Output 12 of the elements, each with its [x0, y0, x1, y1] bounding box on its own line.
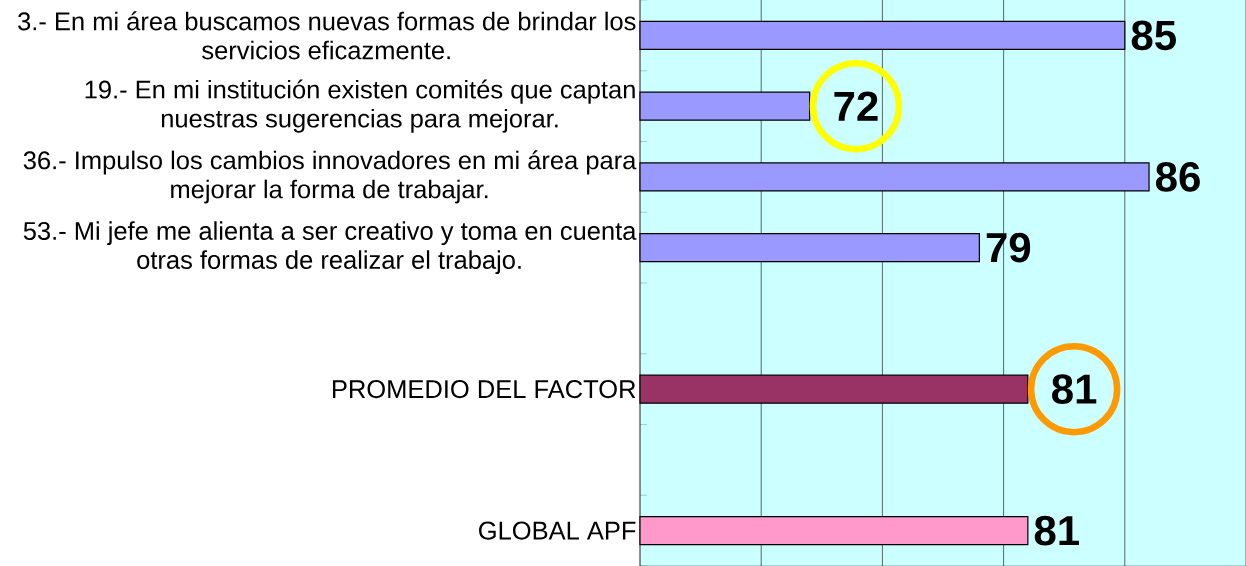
y-tick-label: 36.- Impulso los cambios innovadores en mi área para mejorar la forma de trabajar. — [23, 150, 637, 204]
data-label: 81 — [1034, 515, 1079, 546]
data-label: 72 — [834, 91, 878, 121]
y-tick-label: 3.- En mi área buscamos nuevas formas de brindar los servicios eficazmente. — [18, 11, 636, 60]
y-tick-label: 53.- Mi jefe me alienta a ser creativo y toma en cuenta otras formas de realizar el trabajo. — [23, 221, 637, 275]
data-label: 81 — [1052, 374, 1097, 404]
data-label: 79 — [986, 232, 1031, 263]
y-tick-label: GLOBAL APF — [479, 521, 636, 540]
y-tick-label: PROMEDIO DEL FACTOR — [332, 380, 636, 399]
data-label: 86 — [1155, 162, 1200, 192]
data-label: 85 — [1131, 20, 1176, 51]
y-tick-label: 19.- En mi institución existen comités que captan nuestras sugerencias para mejorar. — [85, 79, 635, 133]
